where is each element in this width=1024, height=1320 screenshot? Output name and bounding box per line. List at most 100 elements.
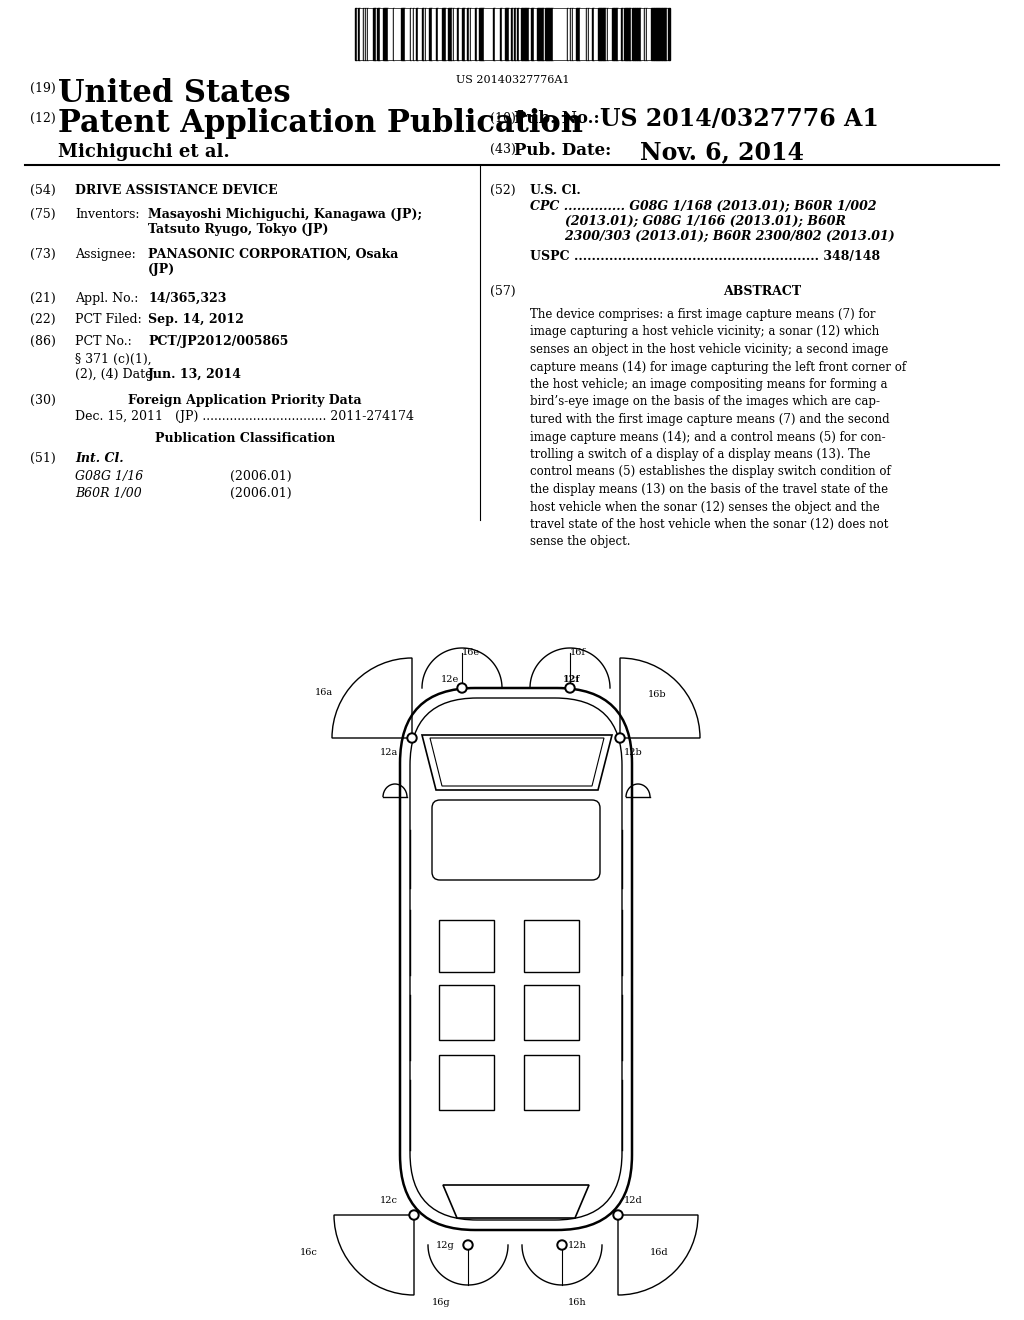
Bar — [635, 8, 637, 59]
Bar — [584, 8, 586, 59]
Bar — [439, 1055, 494, 1110]
Circle shape — [565, 682, 575, 693]
Text: B60R 1/00: B60R 1/00 — [75, 487, 141, 500]
Bar — [551, 8, 553, 59]
Text: (54): (54) — [30, 183, 55, 197]
Text: 16a: 16a — [315, 688, 333, 697]
Bar — [535, 8, 537, 59]
Bar — [618, 8, 621, 59]
Circle shape — [407, 733, 417, 743]
Circle shape — [457, 682, 467, 693]
Bar — [360, 8, 362, 59]
Bar — [633, 8, 635, 59]
Text: Nov. 6, 2014: Nov. 6, 2014 — [640, 140, 804, 164]
Text: 12b: 12b — [624, 748, 643, 756]
Text: 12a: 12a — [380, 748, 398, 756]
Bar — [601, 8, 603, 59]
Text: 12c: 12c — [380, 1196, 398, 1205]
Text: 12h: 12h — [568, 1241, 587, 1250]
Text: Patent Application Publication: Patent Application Publication — [58, 108, 583, 139]
Circle shape — [617, 735, 623, 741]
Text: 16g: 16g — [431, 1298, 450, 1307]
Bar — [371, 8, 373, 59]
Text: Foreign Application Priority Data: Foreign Application Priority Data — [128, 393, 361, 407]
Bar — [647, 8, 650, 59]
Bar — [436, 8, 438, 59]
Bar — [487, 8, 489, 59]
Polygon shape — [422, 735, 612, 789]
Bar — [654, 8, 656, 59]
Bar — [668, 8, 670, 59]
Text: U.S. Cl.: U.S. Cl. — [530, 183, 581, 197]
FancyBboxPatch shape — [400, 688, 632, 1230]
Bar — [439, 8, 441, 59]
Bar — [612, 8, 614, 59]
Bar — [529, 8, 531, 59]
Circle shape — [411, 1212, 417, 1218]
Text: G08G 1/16: G08G 1/16 — [75, 470, 143, 483]
Bar — [369, 8, 371, 59]
Bar — [532, 8, 534, 59]
Bar — [500, 8, 502, 59]
Bar — [563, 8, 565, 59]
Text: (JP): (JP) — [148, 263, 175, 276]
FancyBboxPatch shape — [432, 800, 600, 880]
Bar — [397, 8, 399, 59]
Bar — [582, 8, 584, 59]
Bar — [444, 8, 446, 59]
Text: 16c: 16c — [300, 1247, 318, 1257]
Text: (19): (19) — [30, 82, 55, 95]
Bar — [454, 8, 456, 59]
FancyBboxPatch shape — [410, 698, 622, 1220]
Text: (75): (75) — [30, 209, 55, 220]
Bar — [621, 8, 623, 59]
Circle shape — [459, 685, 465, 690]
Bar — [395, 8, 397, 59]
Text: ABSTRACT: ABSTRACT — [723, 285, 801, 298]
Bar — [524, 920, 579, 972]
Text: (52): (52) — [490, 183, 516, 197]
Bar — [502, 8, 504, 59]
Bar — [549, 8, 551, 59]
Bar — [641, 8, 643, 59]
Bar — [401, 8, 403, 59]
Text: (57): (57) — [490, 285, 516, 298]
Bar — [539, 8, 542, 59]
Text: 14/365,323: 14/365,323 — [148, 292, 226, 305]
Bar — [457, 8, 459, 59]
Bar — [589, 8, 591, 59]
Bar — [524, 985, 579, 1040]
Bar — [407, 8, 409, 59]
Bar — [439, 920, 494, 972]
Text: PCT Filed:: PCT Filed: — [75, 313, 141, 326]
Bar — [659, 8, 662, 59]
Text: 16f: 16f — [570, 648, 586, 657]
Bar — [526, 8, 529, 59]
Text: US 2014/0327776 A1: US 2014/0327776 A1 — [600, 107, 879, 131]
Text: United States: United States — [58, 78, 291, 110]
Text: 12g: 12g — [436, 1241, 455, 1250]
Bar — [446, 8, 449, 59]
Bar — [418, 8, 420, 59]
Text: 12f: 12f — [563, 675, 581, 684]
Text: Int. Cl.: Int. Cl. — [75, 451, 124, 465]
Text: 12e: 12e — [441, 675, 459, 684]
Text: (22): (22) — [30, 313, 55, 326]
Bar — [373, 8, 375, 59]
Bar — [614, 8, 616, 59]
Text: (51): (51) — [30, 451, 55, 465]
Text: Tatsuto Ryugo, Tokyo (JP): Tatsuto Ryugo, Tokyo (JP) — [148, 223, 329, 236]
Circle shape — [615, 1212, 621, 1218]
Text: (12): (12) — [30, 112, 55, 125]
Bar — [414, 8, 416, 59]
Circle shape — [409, 735, 415, 741]
Bar — [463, 8, 465, 59]
Text: DRIVE ASSISTANCE DEVICE: DRIVE ASSISTANCE DEVICE — [75, 183, 278, 197]
Text: 2300/303 (2013.01); B60R 2300/802 (2013.01): 2300/303 (2013.01); B60R 2300/802 (2013.… — [530, 230, 895, 243]
Text: Appl. No.:: Appl. No.: — [75, 292, 138, 305]
Text: Assignee:: Assignee: — [75, 248, 136, 261]
Text: (2013.01); G08G 1/166 (2013.01); B60R: (2013.01); G08G 1/166 (2013.01); B60R — [530, 215, 846, 228]
Text: Jun. 13, 2014: Jun. 13, 2014 — [148, 368, 242, 381]
Text: (73): (73) — [30, 248, 55, 261]
Text: Masayoshi Michiguchi, Kanagawa (JP);: Masayoshi Michiguchi, Kanagawa (JP); — [148, 209, 422, 220]
